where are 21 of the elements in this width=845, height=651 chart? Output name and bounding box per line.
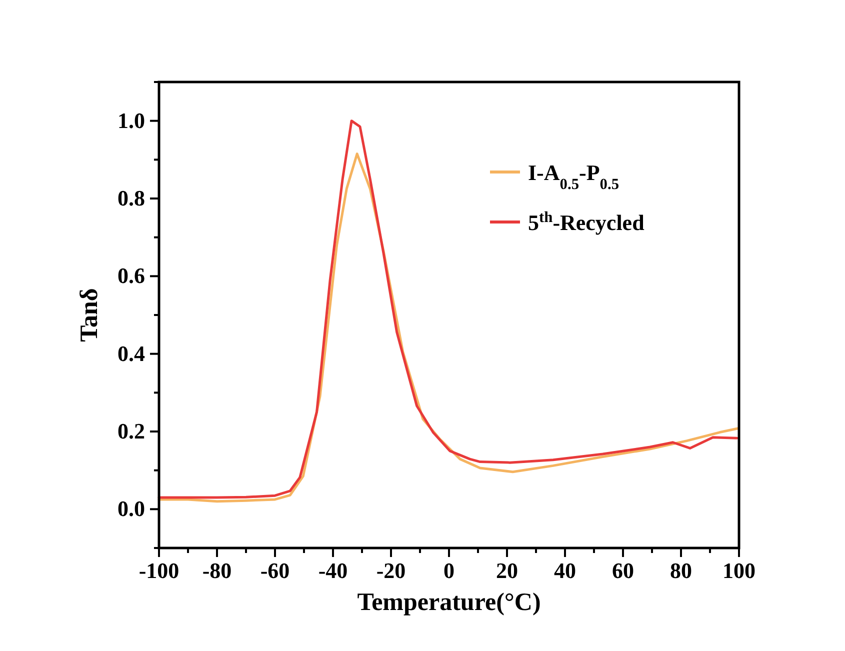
x-tick-label: 60 (612, 558, 634, 583)
x-tick-label: 40 (554, 558, 576, 583)
x-tick-label: -20 (376, 558, 406, 583)
y-tick-label: 1.0 (118, 108, 145, 133)
legend-label: 5$^{th}$-Recycled (528, 208, 644, 235)
x-tick-label: 20 (496, 558, 518, 583)
y-tick-label: 0.8 (118, 186, 145, 210)
legend-label: I-A$_{0.5}$-P$_{0.5}$ (528, 160, 620, 192)
x-tick-label: -40 (318, 558, 348, 583)
x-tick-label: -60 (260, 558, 290, 583)
x-tick-label: 100 (722, 558, 756, 583)
y-tick-label: 0.0 (118, 496, 145, 522)
x-axis-title: Temperature(°C) (357, 589, 541, 616)
x-tick-label: -80 (202, 558, 232, 583)
y-tick-label: 0.6 (118, 263, 145, 288)
x-tick-label: 80 (670, 558, 692, 583)
x-tick-label: 0 (444, 558, 454, 583)
y-tick-label: 0.4 (118, 340, 145, 366)
y-axis-title: Tanδ (76, 288, 103, 342)
y-tick-label: 0.2 (118, 418, 145, 444)
x-tick-label: -100 (138, 558, 180, 583)
